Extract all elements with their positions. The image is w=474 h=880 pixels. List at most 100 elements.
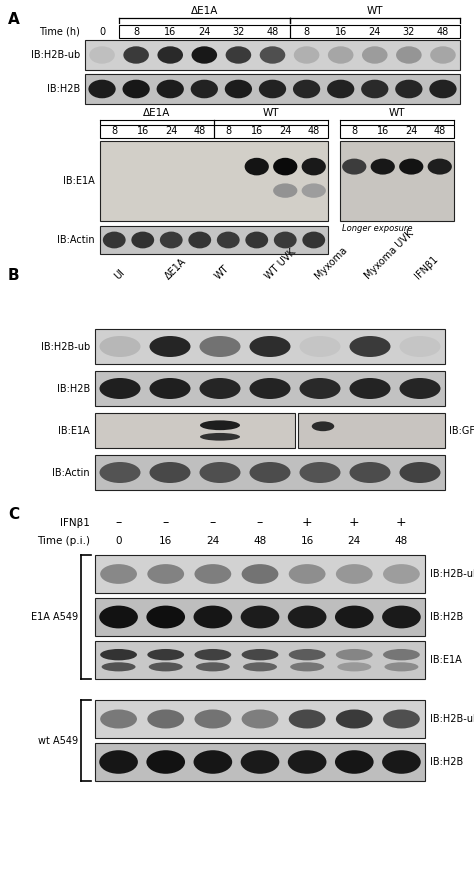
Ellipse shape — [335, 605, 374, 628]
Text: 0: 0 — [99, 27, 105, 37]
Ellipse shape — [383, 709, 420, 729]
Ellipse shape — [249, 462, 291, 483]
Ellipse shape — [300, 336, 340, 357]
Ellipse shape — [101, 663, 136, 671]
Ellipse shape — [149, 663, 182, 671]
Text: ΔE1A: ΔE1A — [163, 256, 188, 281]
Ellipse shape — [301, 158, 326, 175]
Ellipse shape — [294, 47, 319, 63]
Text: 48: 48 — [254, 536, 266, 546]
Ellipse shape — [200, 421, 240, 430]
Ellipse shape — [89, 47, 115, 63]
Ellipse shape — [395, 80, 422, 99]
Text: ΔE1A: ΔE1A — [191, 6, 218, 16]
Text: IB:Actin: IB:Actin — [52, 467, 90, 478]
Ellipse shape — [289, 649, 326, 660]
Text: 16: 16 — [137, 127, 149, 136]
Text: 0: 0 — [115, 536, 122, 546]
Ellipse shape — [362, 47, 388, 63]
Ellipse shape — [149, 462, 191, 483]
Text: 32: 32 — [403, 27, 415, 37]
Ellipse shape — [301, 183, 326, 198]
Ellipse shape — [293, 80, 320, 99]
Ellipse shape — [103, 231, 126, 248]
Text: Time (p.i.): Time (p.i.) — [37, 536, 90, 546]
Ellipse shape — [382, 751, 421, 774]
Ellipse shape — [147, 564, 184, 583]
Ellipse shape — [243, 663, 277, 671]
Text: 24: 24 — [198, 27, 210, 37]
Bar — [95, 700, 425, 738]
Text: +: + — [302, 517, 312, 530]
Ellipse shape — [260, 47, 285, 63]
Ellipse shape — [191, 80, 218, 99]
Text: 8: 8 — [303, 27, 310, 37]
Bar — [85, 40, 460, 70]
Ellipse shape — [193, 751, 232, 774]
Text: WT UVK: WT UVK — [263, 246, 297, 281]
Ellipse shape — [100, 709, 137, 729]
Text: –: – — [163, 517, 169, 530]
Text: 48: 48 — [266, 27, 279, 37]
Ellipse shape — [349, 462, 391, 483]
Ellipse shape — [384, 663, 419, 671]
Text: IB:Actin: IB:Actin — [57, 235, 95, 245]
Text: 24: 24 — [369, 27, 381, 37]
Ellipse shape — [428, 158, 452, 174]
Text: IFNβ1: IFNβ1 — [413, 254, 440, 281]
Ellipse shape — [337, 663, 371, 671]
Ellipse shape — [328, 47, 354, 63]
Bar — [214, 125, 328, 138]
Ellipse shape — [242, 649, 278, 660]
Ellipse shape — [193, 605, 232, 628]
Ellipse shape — [147, 649, 184, 660]
Text: Time (h): Time (h) — [39, 26, 80, 36]
Text: 24: 24 — [347, 536, 361, 546]
Ellipse shape — [273, 158, 297, 175]
Ellipse shape — [259, 80, 286, 99]
Ellipse shape — [383, 564, 420, 583]
Ellipse shape — [400, 462, 440, 483]
Text: 16: 16 — [164, 27, 176, 37]
Ellipse shape — [149, 378, 191, 399]
Ellipse shape — [200, 336, 240, 357]
Text: IB:H2B-ub: IB:H2B-ub — [31, 50, 80, 60]
Bar — [95, 555, 425, 593]
Ellipse shape — [302, 231, 325, 248]
Ellipse shape — [146, 605, 185, 628]
Ellipse shape — [225, 80, 252, 99]
Ellipse shape — [241, 751, 279, 774]
Text: IB:GFP: IB:GFP — [449, 426, 474, 436]
Bar — [119, 25, 290, 38]
Ellipse shape — [122, 80, 150, 99]
Text: 16: 16 — [301, 536, 314, 546]
Ellipse shape — [194, 564, 231, 583]
Text: Myxoma: Myxoma — [313, 245, 349, 281]
Ellipse shape — [327, 80, 355, 99]
Ellipse shape — [349, 336, 391, 357]
Ellipse shape — [246, 231, 268, 248]
Text: 48: 48 — [193, 127, 206, 136]
Text: 16: 16 — [251, 127, 263, 136]
Text: 24: 24 — [405, 127, 418, 136]
Ellipse shape — [336, 709, 373, 729]
Bar — [95, 455, 445, 490]
Ellipse shape — [312, 422, 334, 431]
Text: 16: 16 — [159, 536, 173, 546]
Ellipse shape — [196, 663, 230, 671]
Text: WT: WT — [366, 6, 383, 16]
Text: IB:H2B: IB:H2B — [47, 84, 80, 94]
Ellipse shape — [194, 649, 231, 660]
Ellipse shape — [123, 47, 149, 63]
Ellipse shape — [100, 564, 137, 583]
Ellipse shape — [249, 336, 291, 357]
Ellipse shape — [191, 47, 217, 63]
Text: –: – — [210, 517, 216, 530]
Ellipse shape — [382, 605, 421, 628]
Ellipse shape — [400, 336, 440, 357]
Text: IB:H2B-ub: IB:H2B-ub — [41, 341, 90, 351]
Ellipse shape — [336, 649, 373, 660]
Text: C: C — [8, 507, 19, 522]
Ellipse shape — [289, 709, 326, 729]
Ellipse shape — [342, 158, 366, 174]
